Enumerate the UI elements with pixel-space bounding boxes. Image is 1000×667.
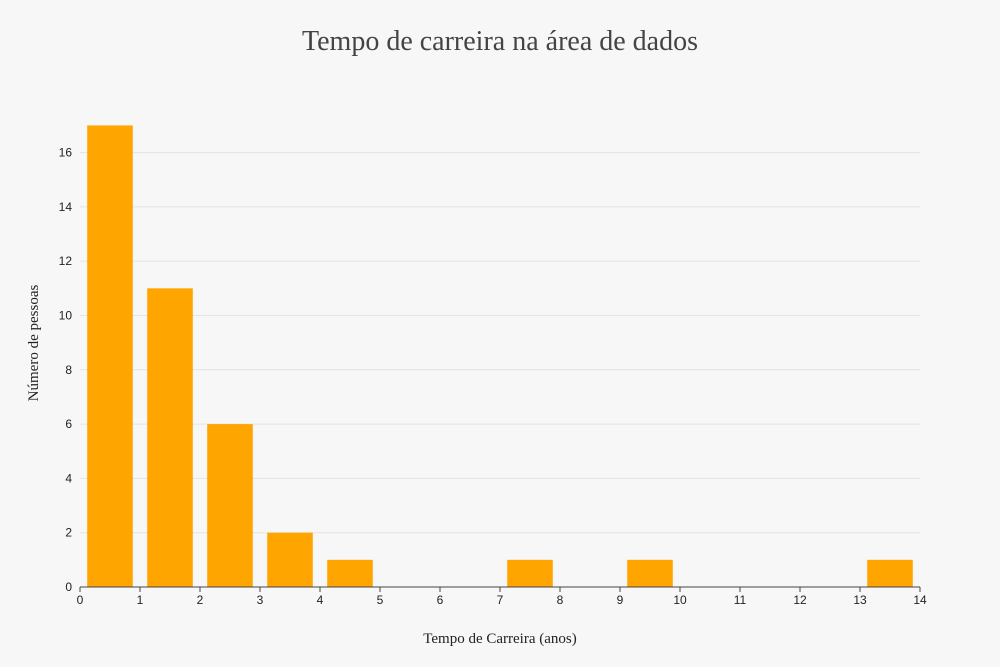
x-tick-label: 14 xyxy=(913,593,927,607)
y-tick-labels: 0 2 4 6 8 10 12 14 16 xyxy=(59,146,73,594)
histogram-bar xyxy=(327,559,373,587)
y-tick-label: 14 xyxy=(59,200,73,214)
y-tick-label: 0 xyxy=(65,580,72,594)
histogram-bar xyxy=(627,559,673,587)
x-tick-label: 4 xyxy=(317,593,324,607)
x-axis-title: Tempo de Carreira (anos) xyxy=(423,631,576,647)
histogram-bar xyxy=(207,424,253,587)
y-axis-title: Número de pessoas xyxy=(26,285,42,402)
histogram-bar xyxy=(867,559,913,587)
x-tick-label: 1 xyxy=(137,593,144,607)
histogram-bar xyxy=(267,532,313,587)
histogram-bar xyxy=(87,125,133,587)
y-tick-label: 12 xyxy=(59,254,73,268)
x-tick-labels: 0 1 2 3 4 5 6 7 8 9 10 11 12 13 14 xyxy=(77,587,927,607)
x-tick-label: 5 xyxy=(377,593,384,607)
x-tick-label: 11 xyxy=(734,593,747,607)
x-tick-label: 8 xyxy=(557,593,564,607)
x-tick-label: 13 xyxy=(853,593,867,607)
x-tick-label: 10 xyxy=(673,593,687,607)
histogram-bar xyxy=(507,559,553,587)
bars xyxy=(87,125,913,587)
x-tick-label: 2 xyxy=(197,593,204,607)
y-tick-label: 16 xyxy=(59,146,73,160)
y-tick-label: 2 xyxy=(65,526,72,540)
x-tick-label: 3 xyxy=(257,593,264,607)
x-tick-label: 6 xyxy=(437,593,444,607)
x-tick-label: 0 xyxy=(77,593,84,607)
y-tick-label: 10 xyxy=(59,308,73,322)
x-tick-label: 9 xyxy=(617,593,624,607)
chart-title: Tempo de carreira na área de dados xyxy=(302,26,698,57)
x-tick-label: 12 xyxy=(793,593,807,607)
y-tick-label: 8 xyxy=(65,363,72,377)
x-tick-label: 7 xyxy=(497,593,504,607)
y-tick-label: 6 xyxy=(65,417,72,431)
histogram-bar xyxy=(147,288,193,587)
y-tick-label: 4 xyxy=(65,471,72,485)
gridlines xyxy=(80,152,920,534)
